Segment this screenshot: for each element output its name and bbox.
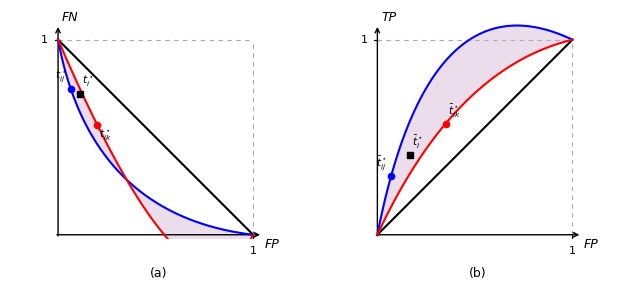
Text: $t_{ik}^\star$: $t_{ik}^\star$ [99, 128, 111, 143]
Text: FP: FP [584, 238, 599, 251]
Text: $\bar{t}_i^\star$: $\bar{t}_i^\star$ [412, 134, 423, 151]
Polygon shape [378, 25, 572, 235]
Text: TP: TP [381, 11, 396, 24]
Text: FN: FN [62, 11, 79, 24]
Polygon shape [58, 40, 253, 268]
Text: (b): (b) [469, 267, 486, 279]
Text: 1: 1 [42, 35, 48, 45]
Text: 1: 1 [360, 35, 367, 45]
Text: $\bar{t}_{ij}^\star$: $\bar{t}_{ij}^\star$ [376, 155, 387, 172]
Text: $\bar{t}_{ik}^\star$: $\bar{t}_{ik}^\star$ [447, 102, 460, 120]
Text: 1: 1 [569, 246, 576, 256]
Text: $t_i^\star$: $t_i^\star$ [83, 74, 94, 89]
Text: (a): (a) [150, 267, 167, 279]
Text: FP: FP [265, 238, 280, 251]
Text: 1: 1 [250, 246, 257, 256]
Text: $t_{ij}^\star$: $t_{ij}^\star$ [55, 68, 67, 84]
